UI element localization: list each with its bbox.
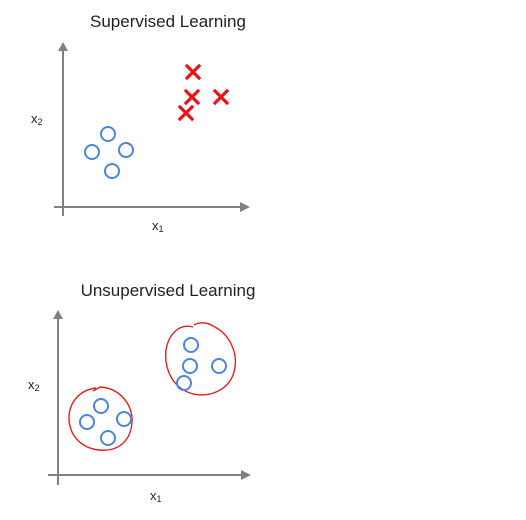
x-axis-label-base: x <box>152 218 159 233</box>
supervised-scatter-plot <box>54 42 250 216</box>
class-a-points <box>84 126 134 179</box>
circle-point <box>100 126 116 142</box>
x-axis-label-base: x <box>150 488 157 503</box>
cluster-outline-lower-left <box>68 386 133 451</box>
cross-point <box>183 88 201 106</box>
cross-point <box>184 63 202 81</box>
x-axis-label: x1 <box>152 218 164 235</box>
axis-arrowheads <box>58 42 250 212</box>
x-axis-label-subscript: 1 <box>158 224 164 234</box>
cross-point <box>212 88 230 106</box>
y-axis-arrowhead <box>53 310 63 319</box>
y-axis-arrowhead <box>58 42 68 51</box>
cluster-a-points <box>79 398 132 446</box>
unsupervised-learning-panel: Unsupervised Learning x2 x1 <box>0 270 300 520</box>
y-axis-label-subscript: 2 <box>37 117 43 127</box>
circle-point <box>84 144 100 160</box>
x-axis-arrowhead <box>240 202 250 212</box>
cross-point <box>177 104 195 122</box>
y-axis-label-base: x <box>28 377 35 392</box>
x-axis-label-subscript: 1 <box>156 494 162 504</box>
axes <box>54 48 242 216</box>
circle-point <box>211 358 227 374</box>
circle-point <box>93 398 109 414</box>
circle-point <box>79 414 95 430</box>
axes <box>48 316 243 485</box>
panel-title: Supervised Learning <box>90 12 246 31</box>
x-axis-label: x1 <box>150 488 162 505</box>
unsupervised-scatter-plot <box>48 310 251 485</box>
circle-point <box>182 358 198 374</box>
cluster-b-points <box>176 337 227 391</box>
x-axis-arrowhead <box>241 470 251 480</box>
y-axis-label: x2 <box>28 377 40 394</box>
panel-title: Unsupervised Learning <box>80 281 256 300</box>
supervised-learning-panel: Supervised Learning x2 x1 <box>0 0 300 250</box>
cluster-outline-upper-right <box>165 322 236 396</box>
circle-point <box>183 337 199 353</box>
circle-point <box>116 411 132 427</box>
y-axis-label-base: x <box>31 111 38 126</box>
circle-point <box>100 430 116 446</box>
axis-arrowheads <box>53 310 251 480</box>
circle-point <box>176 375 192 391</box>
circle-point <box>118 142 134 158</box>
class-b-points <box>177 63 230 122</box>
cluster-outlines <box>68 322 236 451</box>
y-axis-label-subscript: 2 <box>34 383 40 393</box>
circle-point <box>104 163 120 179</box>
y-axis-label: x2 <box>31 111 43 128</box>
